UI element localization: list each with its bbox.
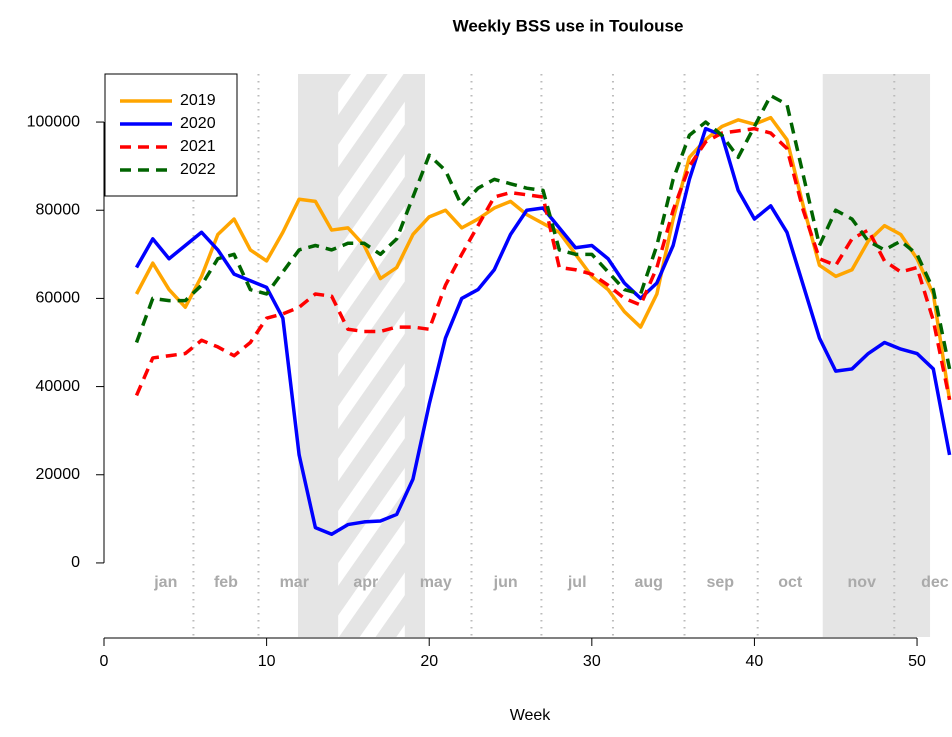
y-tick-label: 40000 [36,378,81,395]
y-tick-label: 60000 [36,290,81,307]
month-label: sep [706,574,734,591]
month-label: feb [214,574,238,591]
y-tick-label: 100000 [27,113,80,130]
x-tick-label: 40 [746,653,764,670]
month-label: jan [153,574,177,591]
y-tick-label: 20000 [36,466,81,483]
legend-label: 2019 [180,92,216,109]
series-line [134,126,952,537]
shaded-period [822,74,931,637]
hatched-period [338,74,405,637]
chart-title: Weekly BSS use in Toulouse [453,16,684,35]
x-tick-label: 30 [583,653,601,670]
legend-label: 2022 [180,161,216,178]
y-tick-label: 80000 [36,201,81,218]
month-label: may [420,574,452,591]
legend-box [104,73,238,197]
series-line [134,93,952,370]
month-label: jun [493,574,518,591]
month-label: oct [778,574,803,591]
series-line [134,126,952,401]
y-tick-label: 0 [71,554,80,571]
month-label: aug [635,574,663,591]
month-label: jul [567,574,587,591]
x-tick-label: 0 [100,653,109,670]
month-label: apr [353,574,378,591]
legend-label: 2021 [180,138,216,155]
x-tick-label: 10 [258,653,276,670]
x-axis-label: Week [510,707,552,724]
x-tick-label: 20 [420,653,438,670]
month-label: mar [280,574,309,591]
legend-label: 2020 [180,115,216,132]
x-tick-label: 50 [908,653,926,670]
month-label: dec [921,574,949,591]
month-label: nov [848,574,877,591]
